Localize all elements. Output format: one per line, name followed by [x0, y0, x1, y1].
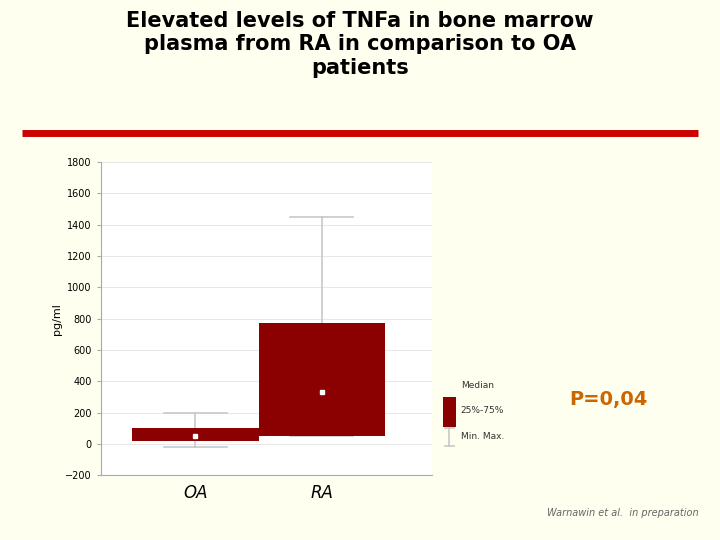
Text: Warnawin et al.  in preparation: Warnawin et al. in preparation — [546, 508, 698, 518]
Text: P=0,04: P=0,04 — [570, 390, 647, 409]
Text: 25%-75%: 25%-75% — [461, 406, 504, 415]
Bar — [132, 428, 258, 441]
Text: Elevated levels of TNFa in bone marrow
plasma from RA in comparison to OA
patien: Elevated levels of TNFa in bone marrow p… — [126, 11, 594, 78]
Text: Median: Median — [461, 381, 494, 390]
Bar — [258, 322, 384, 436]
Text: Min. Max.: Min. Max. — [461, 433, 504, 441]
Y-axis label: pg/ml: pg/ml — [53, 302, 63, 335]
